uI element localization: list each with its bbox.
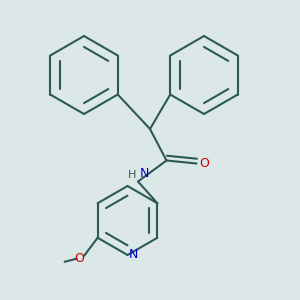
Text: N: N	[129, 248, 138, 262]
Text: N: N	[140, 167, 149, 180]
Text: O: O	[75, 252, 85, 265]
Text: H: H	[128, 170, 136, 180]
Text: O: O	[199, 157, 209, 170]
